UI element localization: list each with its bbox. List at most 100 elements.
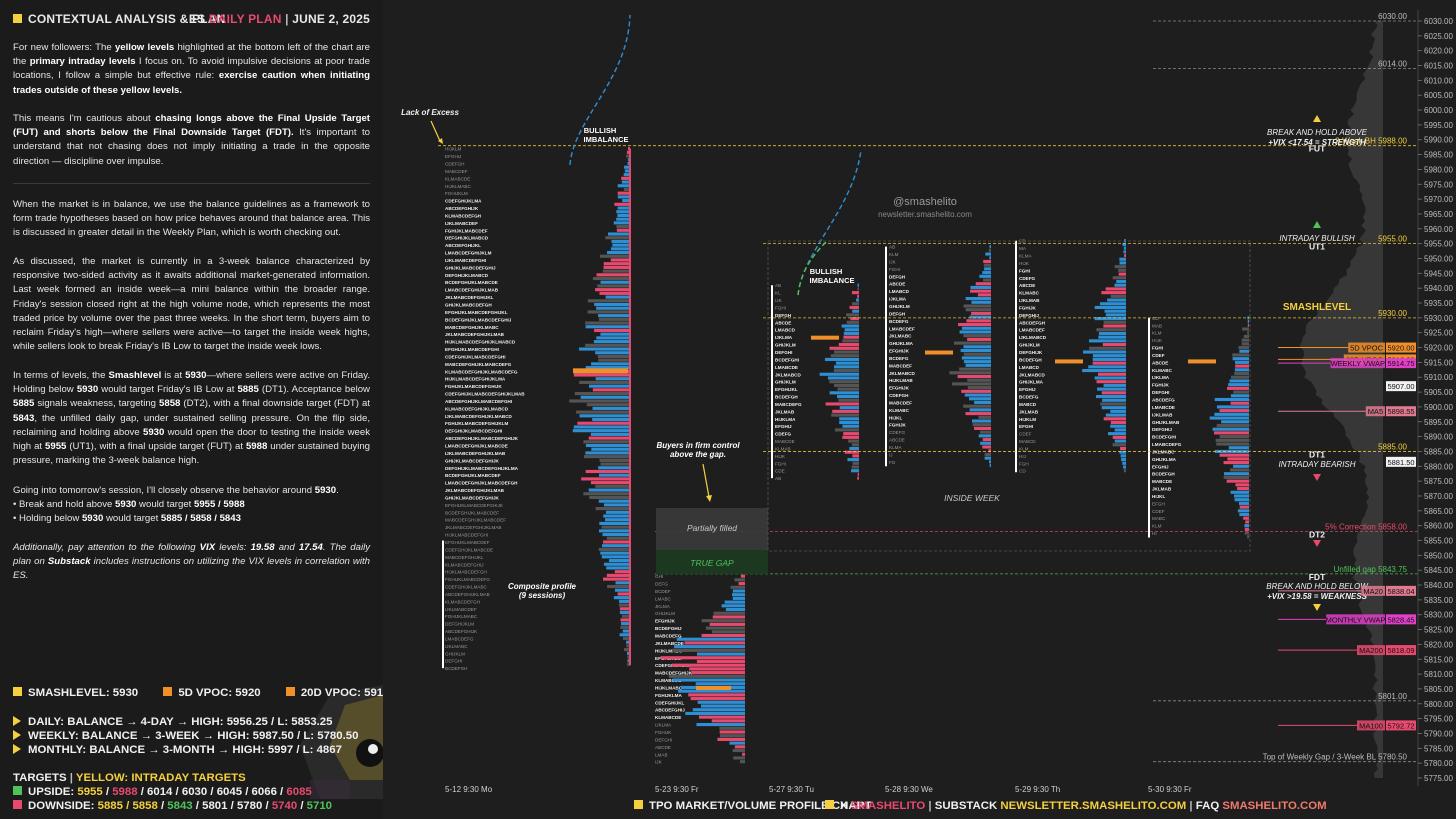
volume-bar	[831, 413, 859, 417]
volume-bar	[592, 417, 630, 422]
down-arrow-icon	[1313, 604, 1321, 611]
tpo-letters: BCDEFG	[889, 319, 909, 324]
substack-link[interactable]: NEWSLETTER.SMASHELITO.COM	[1000, 800, 1187, 812]
volume-bar	[852, 309, 859, 313]
volume-bar	[1241, 342, 1249, 346]
tpo-letters: GHIJKLM	[775, 343, 796, 348]
y-tick-label: 5965.00	[1424, 210, 1453, 219]
volume-bar	[1237, 487, 1249, 491]
volume-bar	[1123, 465, 1126, 469]
volume-bar	[1105, 413, 1126, 417]
volume-bar	[848, 439, 859, 443]
x-tick-label: 5-12 9:30 Mo	[445, 785, 493, 794]
volume-bar	[989, 245, 991, 249]
volume-bar	[1105, 287, 1126, 291]
volume-bar	[838, 398, 859, 402]
tpo-letters: BCDEFG	[1019, 395, 1039, 400]
tpo-letters: ABCDE	[889, 282, 905, 287]
x-tick-label: 5-28 9:30 We	[885, 785, 933, 794]
volume-bar	[594, 328, 630, 333]
volume-bar	[1214, 397, 1249, 402]
tpo-letters: JKLMABCDEFGHIJKLMAB	[445, 525, 501, 530]
volume-bar	[982, 271, 991, 275]
volume-bar	[843, 432, 859, 436]
volume-bar	[620, 618, 630, 622]
date-axis: 5-12 9:30 Mo 5-23 9:30 Fr 5-27 9:30 Tu 5-28…	[445, 785, 1192, 794]
tpo-letters: KLMABC	[889, 408, 910, 413]
tpo-letters: GHIJKLM	[655, 611, 675, 616]
tpo-letters: EFGHIJ	[775, 424, 792, 429]
volume-bar	[985, 252, 991, 256]
tpo-letters: GHIJKLMA	[889, 341, 914, 346]
target-label: FUT	[1309, 144, 1326, 154]
volume-bar	[852, 302, 859, 306]
volume-bar	[732, 748, 745, 753]
x-handle-link[interactable]: SMASHELITO	[850, 800, 926, 812]
tpo-letters: HIJKLM	[445, 147, 462, 152]
badge-price-bg	[1386, 720, 1416, 731]
volume-bar	[989, 463, 991, 468]
plan-label: DAILY PLAN	[208, 12, 282, 26]
tpo-letters: MABCD	[1019, 439, 1036, 444]
volume-bar	[617, 195, 630, 199]
y-tick-label: 5935.00	[1424, 299, 1453, 308]
arrow-head	[706, 495, 712, 502]
volume-bar	[1099, 302, 1126, 306]
volume-bar	[1100, 402, 1126, 406]
tpo-letters: LMABCD	[889, 289, 910, 294]
volume-bar	[711, 719, 745, 723]
y-tick-label: 5905.00	[1424, 388, 1453, 397]
tpo-letters: MABCDEFG	[775, 402, 802, 407]
tpo-letters: CDEFGHIJKLMABC	[445, 585, 488, 590]
tpo-letters: LMAB	[655, 752, 668, 757]
volume-bar	[586, 403, 630, 407]
tpo-letters: MABCDEFGHIJKLMABC	[445, 325, 499, 330]
tpo-letters: KLM	[1019, 446, 1029, 451]
volume-bar	[1103, 324, 1126, 328]
badge-label: MA20	[1363, 587, 1383, 596]
volume-bar	[1243, 516, 1249, 520]
target-label: DT1	[1309, 449, 1325, 459]
tpo-letters: BCDEFG	[889, 356, 909, 361]
tpo-letters: GHIJKLMABCDEFGHIJK	[445, 458, 500, 463]
tpo-letters: GHIJKLMABCDEFGHIJ	[445, 265, 496, 270]
volume-bar	[829, 391, 859, 395]
badge-label: MONTHLY VWAP	[1326, 615, 1386, 624]
tpo-letters: EFGHIJKLMABCDEFGHIJK	[445, 503, 504, 508]
volume-bar	[1103, 320, 1126, 324]
volume-bar	[839, 420, 859, 425]
volume-bar	[595, 377, 630, 381]
volume-bar	[720, 734, 745, 738]
volume-bar	[1219, 409, 1249, 413]
volume-bar	[607, 250, 630, 255]
tpo-letters: BCDEFGHIJ	[655, 626, 682, 631]
range-bar	[629, 148, 631, 666]
tpo-letters: IJKLMABCD	[1019, 335, 1047, 340]
tpo-letters: MABCDEFG	[655, 634, 682, 639]
volume-bar	[602, 533, 630, 537]
badge-price: 5818.09	[1387, 646, 1414, 655]
volume-bar	[742, 752, 745, 756]
green-square-icon	[13, 786, 22, 795]
tpo-letters: AB	[889, 245, 895, 250]
volume-bar	[837, 394, 859, 399]
volume-bar	[623, 173, 630, 177]
bullish-imbalance-curve-3	[797, 239, 829, 296]
vpoc-bar	[573, 368, 628, 374]
volume-bar	[577, 421, 630, 425]
volume-bar	[610, 247, 630, 251]
tpo-letters: KLM	[1152, 331, 1162, 336]
tpo-letters: FGHIJKLMABCDEF	[445, 228, 488, 233]
volume-bar	[1119, 450, 1126, 454]
volume-bar	[832, 409, 859, 413]
target-label: SMASHLEVEL	[1283, 302, 1351, 313]
volume-bar	[1101, 291, 1126, 295]
faq-link[interactable]: SMASHELITO.COM	[1222, 800, 1327, 812]
tpo-letters: KLMABCDEFGH	[445, 213, 482, 218]
volume-bar	[621, 180, 630, 184]
tpo-letters: MA	[1019, 246, 1027, 251]
volume-bar	[974, 400, 991, 405]
volume-bar	[626, 150, 630, 154]
volume-bar	[701, 619, 745, 623]
volume-bar	[696, 723, 745, 727]
